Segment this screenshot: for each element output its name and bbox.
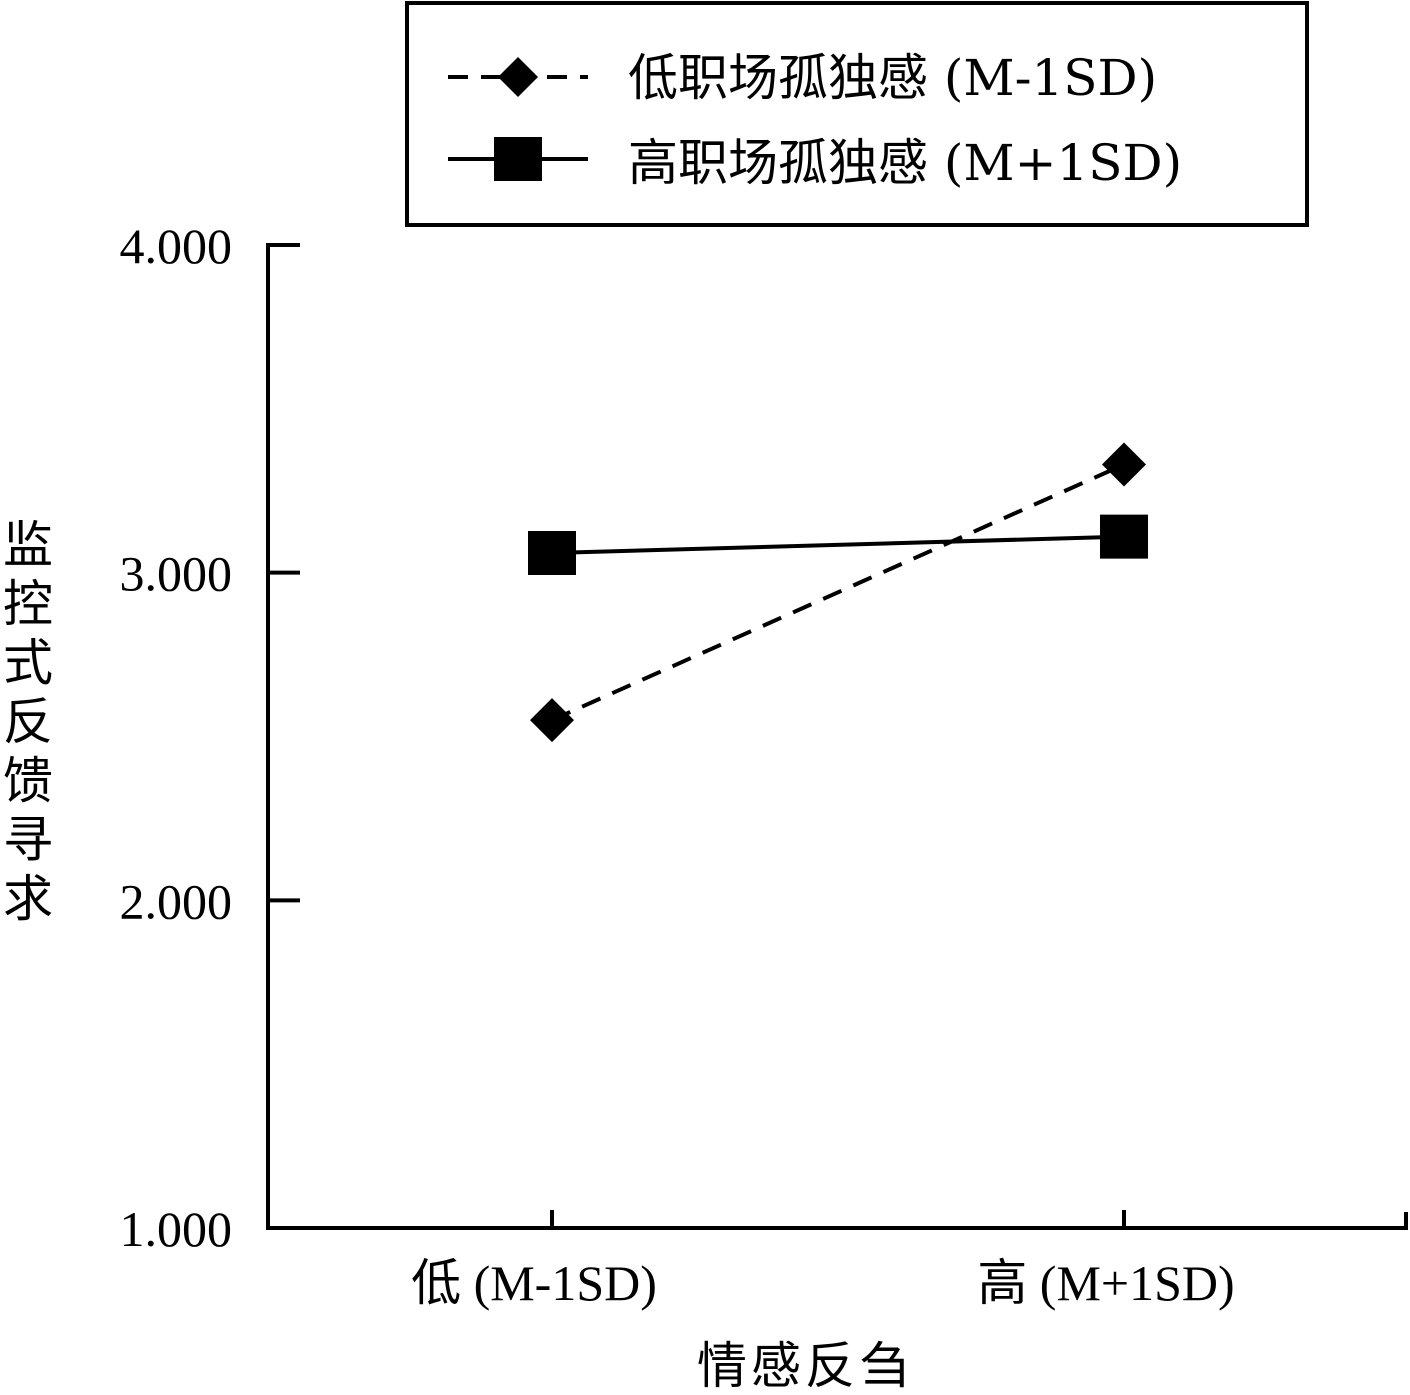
legend-marker-diamond (498, 57, 538, 97)
legend-label-series-0: 低职场孤独感 (M-1SD) (628, 49, 1157, 107)
legend-marker-square (494, 137, 542, 181)
legend-box (405, 1, 1309, 227)
y-tick-label-1: 3.000 (120, 546, 233, 602)
y-axis-title: 监控式反馈寻求 (3, 516, 53, 928)
series-line-0 (551, 462, 1125, 722)
legend-label-series-1: 高职场孤独感 (M+1SD) (628, 134, 1182, 192)
legend: 低职场孤独感 (M-1SD) 高职场孤独感 (M+1SD) (405, 1, 1309, 227)
x-axis-title: 情感反刍 (697, 1337, 913, 1395)
x-ticks: 低 (M-1SD) 高 (M+1SD) (411, 1210, 1408, 1311)
x-tick-label-1: 高 (M+1SD) (977, 1255, 1234, 1311)
series-line-1 (551, 534, 1125, 556)
y-tick-label-2: 2.000 (120, 873, 233, 929)
point-series-0-0 (530, 698, 574, 743)
x-tick-label-0: 低 (M-1SD) (411, 1255, 657, 1311)
point-series-0-1 (1102, 442, 1146, 487)
y-tick-label-3: 1.000 (120, 1201, 233, 1257)
point-series-1-0 (528, 531, 576, 576)
point-series-1-1 (1100, 514, 1148, 559)
series-layer (528, 442, 1148, 743)
y-tick-label-0: 4.000 (120, 218, 233, 274)
y-ticks: 4.000 3.000 2.000 1.000 (120, 218, 300, 1257)
